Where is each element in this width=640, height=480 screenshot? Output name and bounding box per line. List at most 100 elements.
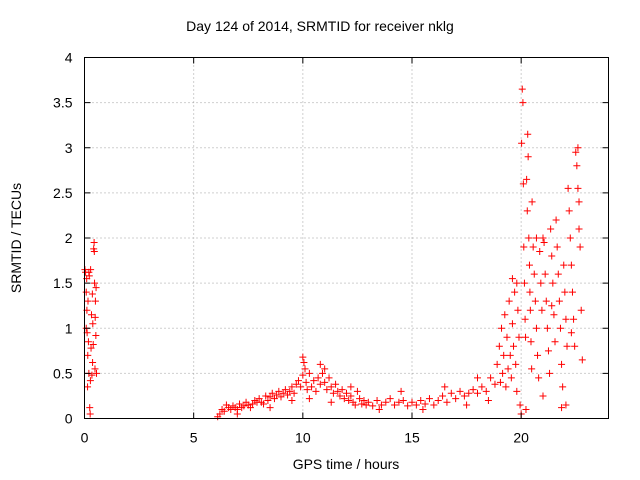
data-point [323,386,331,394]
data-point [562,401,570,409]
data-point [523,175,531,183]
data-point [90,248,98,256]
data-point [273,391,281,399]
data-point [550,311,558,319]
data-point [279,389,287,397]
axis-ticks: 0 0.5 1 1.5 2 2.5 3 3.5 4 0 5 10 15 20 [53,50,609,446]
data-point [90,239,98,247]
data-point [539,234,547,242]
data-point [264,396,272,404]
data-point [351,401,359,409]
data-point [575,198,583,206]
data-point [266,404,274,412]
data-point [297,383,305,391]
data-point [308,383,316,391]
data-point [294,377,302,385]
data-point [425,395,433,403]
data-point [373,396,381,404]
data-point [560,261,568,269]
data-point [302,378,310,386]
chart-title: Day 124 of 2014, SRMTID for receiver nkl… [186,18,454,34]
data-point [561,288,569,296]
y-tick-label: 2 [65,230,73,246]
data-point [284,391,292,399]
data-point [568,288,576,296]
data-point [240,402,248,410]
data-point [515,333,523,341]
data-point [496,378,504,386]
data-point [553,243,561,251]
y-tick-label: 1.5 [53,275,73,291]
data-point [513,387,521,395]
data-point [540,239,548,247]
data-point [441,383,449,391]
data-point [316,360,324,368]
x-axis-label: GPS time / hours [292,456,400,472]
data-point [255,395,263,403]
data-point [412,401,420,409]
data-point [236,400,244,408]
data-point [327,398,335,406]
data-point [524,130,532,138]
data-point [567,329,575,337]
data-point [503,333,511,341]
data-point [507,374,515,382]
data-point [558,360,566,368]
data-point [570,315,578,323]
data-point [523,207,531,215]
data-point [86,404,94,412]
data-point [522,405,530,413]
data-point [501,311,509,319]
data-point [532,324,540,332]
data-point [299,371,307,379]
data-point [88,371,96,379]
data-point [86,410,94,418]
data-point [314,374,322,382]
data-point [332,380,340,388]
data-point [292,380,300,388]
data-point [506,351,514,359]
data-point [327,383,335,391]
data-point [474,374,481,382]
data-point [541,270,549,278]
data-point [82,288,90,296]
data-point [91,279,99,287]
data-point [277,393,285,401]
x-tick-label: 20 [513,430,529,446]
data-point [548,302,556,310]
data-point [439,392,447,400]
data-point [443,398,451,406]
data-point [93,369,101,377]
data-point [531,297,539,305]
data-point [525,261,533,269]
data-point [474,389,481,397]
data-point [498,324,506,332]
data-point [499,369,507,377]
data-point [391,401,399,409]
y-tick-label: 0 [65,411,73,427]
data-point [520,279,528,287]
data-point [532,234,540,242]
y-tick-label: 1 [65,320,73,336]
data-point [558,404,566,412]
data-point [534,351,542,359]
data-point [518,139,526,147]
data-point [260,400,268,408]
data-point [377,401,385,409]
data-point [465,389,473,397]
data-point [535,374,543,382]
data-point [369,402,377,410]
data-point [88,290,96,298]
x-tick-label: 15 [404,430,420,446]
data-point [233,410,241,418]
data-point [321,378,329,386]
data-point [318,369,326,377]
y-tick-label: 2.5 [53,185,73,201]
data-point [536,248,544,256]
data-point [312,387,320,395]
data-point [290,389,298,397]
data-point [408,398,416,406]
data-point [395,398,403,406]
data-point [421,400,429,408]
